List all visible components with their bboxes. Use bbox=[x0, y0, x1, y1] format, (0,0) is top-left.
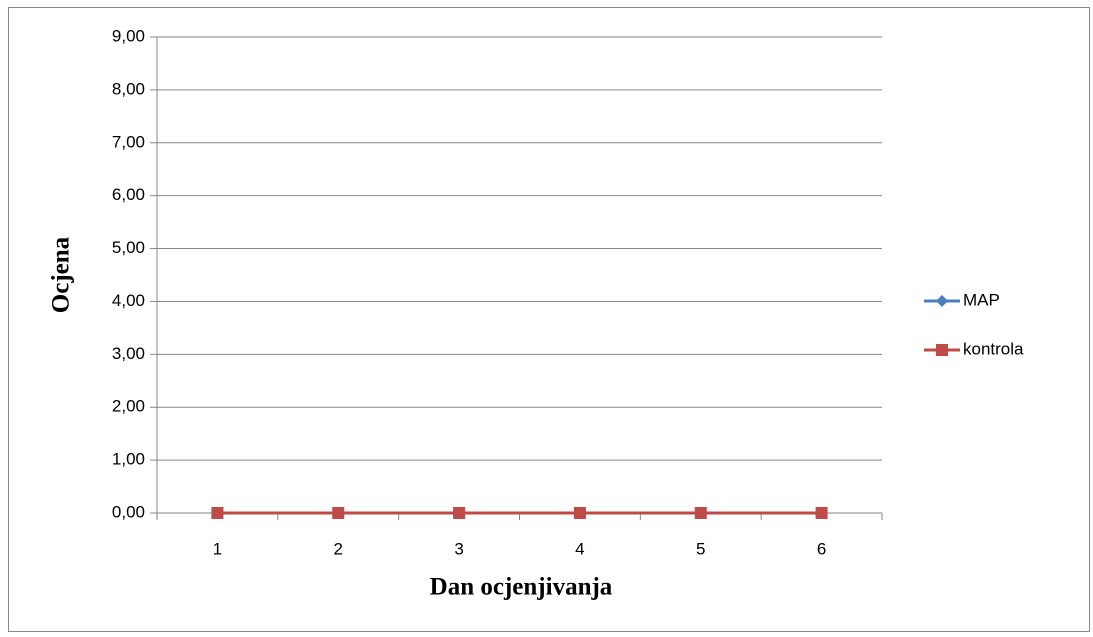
marker bbox=[936, 344, 948, 356]
marker bbox=[694, 507, 707, 519]
marker bbox=[332, 507, 345, 519]
x-axis-title: Dan ocjenjivanja bbox=[430, 574, 613, 601]
marker bbox=[573, 507, 586, 519]
marker bbox=[936, 295, 948, 307]
y-tick-label: 5,00 bbox=[112, 238, 145, 257]
y-tick-label: 2,00 bbox=[112, 397, 145, 416]
x-tick-label: 2 bbox=[334, 539, 343, 558]
x-tick-label: 1 bbox=[213, 539, 222, 558]
x-tick-label: 3 bbox=[454, 539, 463, 558]
y-tick-label: 6,00 bbox=[112, 185, 145, 204]
y-tick-label: 9,00 bbox=[112, 26, 145, 45]
y-tick-label: 0,00 bbox=[112, 502, 145, 521]
y-tick-label: 8,00 bbox=[112, 79, 145, 98]
y-tick-label: 3,00 bbox=[112, 344, 145, 363]
chart-border bbox=[8, 7, 1090, 632]
y-tick-label: 4,00 bbox=[112, 291, 145, 310]
legend-label: kontrola bbox=[963, 339, 1024, 358]
marker bbox=[815, 507, 828, 519]
y-tick-label: 7,00 bbox=[112, 132, 145, 151]
x-tick-label: 6 bbox=[817, 539, 826, 558]
x-tick-label: 4 bbox=[575, 539, 584, 558]
marker bbox=[211, 507, 224, 519]
x-tick-label: 5 bbox=[696, 539, 705, 558]
y-axis-title: Ocjena bbox=[48, 236, 75, 313]
marker bbox=[453, 507, 466, 519]
y-tick-label: 1,00 bbox=[112, 450, 145, 469]
legend-label: MAP bbox=[963, 290, 1000, 309]
